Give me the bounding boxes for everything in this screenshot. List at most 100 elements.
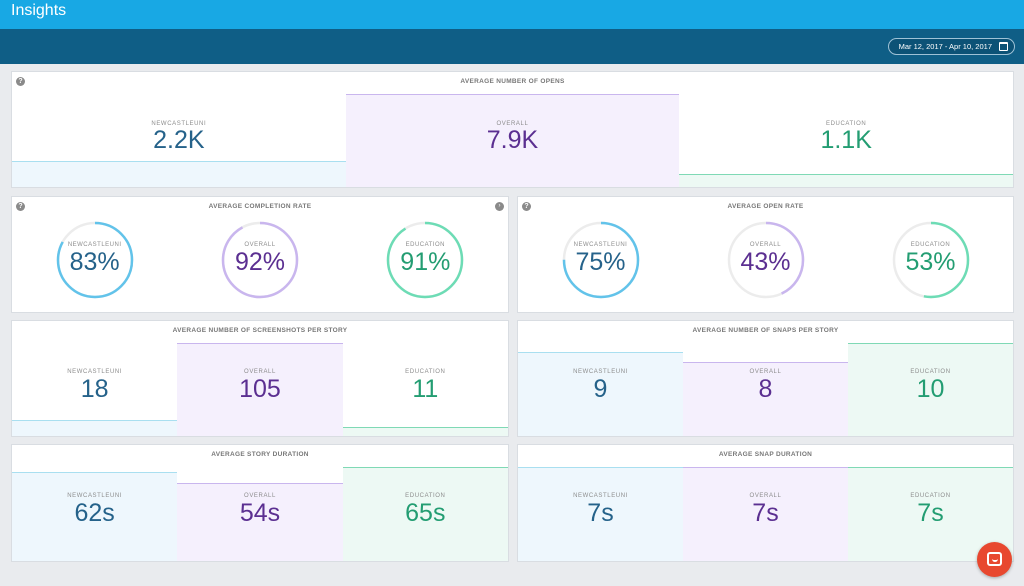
ring-label: NEWCASTLEUNI <box>573 242 628 248</box>
date-range-picker[interactable]: Mar 12, 2017 - Apr 10, 2017 <box>887 38 1015 55</box>
date-range-label: Mar 12, 2017 - Apr 10, 2017 <box>898 42 992 51</box>
metric-value: 10 <box>916 375 945 403</box>
metric-column-education: EDUCATION 1.1K <box>679 72 1013 187</box>
metric-label: NEWCASTLEUNI <box>573 493 628 499</box>
page-title: Insights <box>11 2 67 19</box>
ring-gauge-newcastleuni: NEWCASTLEUNI 75% <box>560 219 642 301</box>
metric-bar <box>679 173 1013 187</box>
card-average-snap-duration: AVERAGE SNAP DURATION NEWCASTLEUNI 7s OVER… <box>517 444 1014 562</box>
metric-column-overall: OVERALL 7s <box>683 445 848 561</box>
metric-bar <box>683 361 848 436</box>
ring-gauge-education: EDUCATION 53% <box>890 219 972 301</box>
metric-bar <box>177 343 343 436</box>
metric-label: OVERALL <box>749 493 782 499</box>
toolbar: Mar 12, 2017 - Apr 10, 2017 <box>0 29 1024 64</box>
metric-label: OVERALL <box>749 369 782 375</box>
ring-label: OVERALL <box>749 242 782 248</box>
metric-bar <box>848 343 1013 436</box>
ring-gauge-education: EDUCATION 91% <box>384 219 466 301</box>
metric-column-education: EDUCATION 10 <box>848 321 1013 436</box>
metric-value: 105 <box>239 375 281 403</box>
card-title: AVERAGE COMPLETION RATE <box>208 203 312 210</box>
help-icon[interactable]: ? <box>522 202 531 211</box>
metric-value: 62s <box>74 499 115 527</box>
card-title: AVERAGE NUMBER OF SCREENSHOTS PER STORY <box>172 327 348 334</box>
metric-label: NEWCASTLEUNI <box>67 369 123 375</box>
help-icon[interactable]: ? <box>16 77 25 86</box>
ring-progress-arc <box>221 221 299 299</box>
metric-column-overall: OVERALL 8 <box>683 321 848 436</box>
ring-gauge-overall: OVERALL 43% <box>725 219 807 301</box>
ring-value: 43% <box>740 248 791 276</box>
card-title: AVERAGE SNAP DURATION <box>718 451 813 458</box>
card-average-open-rate: ? AVERAGE OPEN RATE NEWCASTLEUNI 75% OVERA… <box>517 196 1014 313</box>
metric-value: 1.1K <box>820 126 872 154</box>
metric-label: NEWCASTLEUNI <box>67 493 123 499</box>
metric-label: OVERALL <box>244 493 276 499</box>
ring-value: 91% <box>400 248 451 276</box>
ring-label: EDUCATION <box>405 242 446 248</box>
chat-icon <box>987 552 1002 566</box>
metric-bar <box>518 352 683 436</box>
metric-label: OVERALL <box>496 121 529 127</box>
chat-launcher-button[interactable] <box>977 542 1012 577</box>
chevron-right-icon[interactable]: › <box>495 202 504 211</box>
ring-progress-arc <box>387 221 464 299</box>
app-header: Insights <box>0 0 1024 29</box>
metric-bar <box>12 471 178 561</box>
metric-column-overall: OVERALL 7.9K <box>345 72 680 187</box>
help-icon[interactable]: ? <box>16 202 25 211</box>
metric-value: 7.9K <box>486 126 539 154</box>
ring-progress-arc <box>727 221 804 299</box>
metric-column-overall: OVERALL 105 <box>177 321 343 436</box>
metric-value: 65s <box>405 499 446 527</box>
metric-bar <box>177 482 343 561</box>
metric-bar <box>683 467 848 561</box>
card-average-snaps: AVERAGE NUMBER OF SNAPS PER STORY NEWCAS… <box>517 320 1014 437</box>
ring-value: 83% <box>69 248 120 276</box>
ring-progress-arc <box>56 221 133 299</box>
metric-value: 7s <box>917 499 944 527</box>
card-average-screenshots: AVERAGE NUMBER OF SCREENSHOTS PER STORY … <box>11 320 509 437</box>
metric-column-newcastleuni: NEWCASTLEUNI 2.2K <box>12 72 346 187</box>
card-title: AVERAGE NUMBER OF SNAPS PER STORY <box>692 327 839 334</box>
ring-gauge-overall: OVERALL 92% <box>219 219 301 301</box>
metric-label: EDUCATION <box>910 369 951 375</box>
metric-label: EDUCATION <box>910 493 951 499</box>
metric-value: 2.2K <box>153 126 205 154</box>
metric-label: NEWCASTLEUNI <box>573 369 628 375</box>
metric-column-newcastleuni: NEWCASTLEUNI 62s <box>12 445 178 561</box>
ring-gauge-newcastleuni: NEWCASTLEUNI 83% <box>54 219 136 301</box>
card-average-opens: ? AVERAGE NUMBER OF OPENS NEWCASTLEUNI 2.… <box>11 71 1014 188</box>
metric-column-newcastleuni: NEWCASTLEUNI 9 <box>518 321 683 436</box>
metric-value: 54s <box>239 499 281 527</box>
metric-column-overall: OVERALL 54s <box>177 445 343 561</box>
ring-progress-arc <box>892 221 969 299</box>
card-title: AVERAGE OPEN RATE <box>727 203 804 210</box>
metric-column-education: EDUCATION 65s <box>342 445 508 561</box>
metric-bar <box>342 426 508 436</box>
metric-column-education: EDUCATION 11 <box>342 321 508 436</box>
ring-label: OVERALL <box>244 242 276 248</box>
metric-column-newcastleuni: NEWCASTLEUNI 7s <box>518 445 683 561</box>
metric-bar <box>12 420 178 436</box>
card-title: AVERAGE NUMBER OF OPENS <box>460 78 565 85</box>
metric-bar <box>12 160 346 187</box>
metric-label: OVERALL <box>244 369 276 375</box>
ring-value: 75% <box>575 248 626 276</box>
metric-value: 7s <box>752 499 779 527</box>
metric-value: 11 <box>412 375 439 403</box>
ring-value: 92% <box>234 248 286 276</box>
metric-label: EDUCATION <box>405 369 446 375</box>
metric-label: EDUCATION <box>826 121 867 127</box>
metric-column-newcastleuni: NEWCASTLEUNI 18 <box>12 321 178 436</box>
card-title: AVERAGE STORY DURATION <box>211 451 309 458</box>
metric-label: EDUCATION <box>405 493 446 499</box>
metric-value: 8 <box>758 375 773 403</box>
metric-bar <box>342 467 508 561</box>
card-average-story-duration: AVERAGE STORY DURATION NEWCASTLEUNI 62s OV… <box>11 444 509 562</box>
metric-bar <box>518 467 683 561</box>
ring-label: EDUCATION <box>910 242 951 248</box>
ring-progress-arc <box>562 221 639 299</box>
calendar-icon <box>999 42 1008 51</box>
